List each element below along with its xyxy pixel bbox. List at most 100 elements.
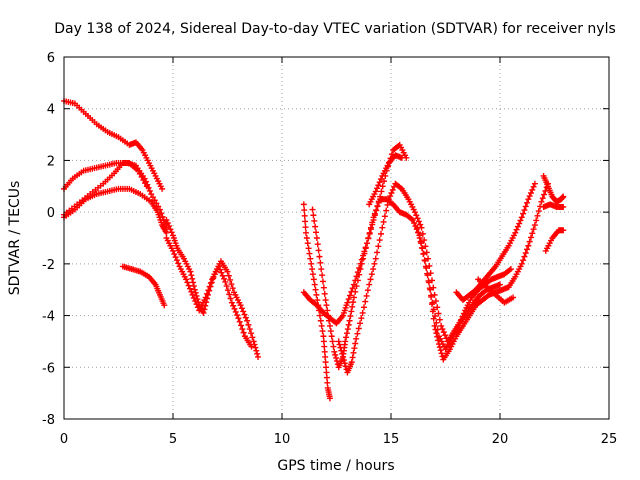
x-tick-label: 15 <box>383 432 400 447</box>
data-point <box>253 347 260 354</box>
data-point <box>497 281 503 288</box>
data-point <box>413 212 420 219</box>
data-point <box>143 183 150 190</box>
data-point <box>140 177 147 184</box>
data-point <box>362 298 369 305</box>
data-point <box>428 277 435 284</box>
data-point <box>418 240 425 247</box>
data-point <box>345 296 352 303</box>
data-point <box>321 348 328 355</box>
data-point <box>324 379 331 386</box>
data-point <box>367 224 374 231</box>
data-point <box>414 215 421 222</box>
data-point <box>363 292 370 299</box>
data-point <box>340 353 347 360</box>
data-point <box>324 307 331 314</box>
data-point <box>311 217 318 224</box>
data-point <box>193 301 200 308</box>
data-point <box>349 303 356 310</box>
data-point <box>313 235 320 241</box>
y-tick-label: -8 <box>42 413 55 428</box>
data-point <box>237 302 244 309</box>
data-point <box>345 321 352 328</box>
data-point <box>434 333 441 340</box>
data-point <box>230 302 237 309</box>
data-point <box>368 271 375 278</box>
data-point <box>316 312 323 319</box>
data-point <box>331 348 338 355</box>
data-point <box>389 186 396 193</box>
data-point <box>315 247 322 254</box>
data-point <box>428 301 435 308</box>
data-point <box>191 286 198 293</box>
data-point <box>525 196 532 203</box>
data-point <box>207 279 214 286</box>
data-point <box>388 190 395 197</box>
data-point <box>323 364 330 371</box>
data-point <box>170 247 176 254</box>
data-point <box>246 326 253 333</box>
data-point <box>527 190 534 197</box>
y-tick-label: -4 <box>42 310 55 325</box>
data-point <box>321 290 328 297</box>
data-point <box>384 201 391 208</box>
data-point <box>310 276 317 283</box>
data-point <box>364 240 371 247</box>
data-point <box>507 266 514 273</box>
data-point <box>361 250 368 257</box>
data-point <box>344 326 351 333</box>
data-point <box>316 253 323 260</box>
data-point <box>238 305 245 312</box>
data-point <box>311 281 318 288</box>
data-point <box>320 284 327 291</box>
data-point <box>328 333 335 340</box>
data-point <box>516 220 523 227</box>
data-point <box>330 343 337 350</box>
data-point <box>379 183 386 190</box>
data-point <box>349 354 356 361</box>
data-point <box>314 241 321 248</box>
data-point <box>245 321 252 328</box>
x-tick-label: 5 <box>169 432 177 447</box>
y-tick-label: 2 <box>47 154 55 169</box>
y-tick-label: -6 <box>42 361 55 376</box>
data-point <box>539 195 546 202</box>
data-point <box>146 187 153 194</box>
data-point <box>526 238 533 245</box>
data-point <box>353 283 360 290</box>
data-point <box>228 281 235 288</box>
data-point <box>429 308 436 315</box>
data-point <box>224 287 231 294</box>
data-point <box>438 322 445 329</box>
data-point <box>244 317 251 324</box>
data-point <box>167 226 174 233</box>
data-point <box>411 220 418 227</box>
data-point <box>188 272 195 279</box>
data-point <box>433 330 440 337</box>
data-point <box>240 308 247 315</box>
data-point <box>560 227 567 234</box>
data-point <box>321 343 328 350</box>
data-point <box>433 319 440 326</box>
data-point <box>534 212 541 219</box>
data-point <box>173 257 180 264</box>
data-point <box>521 253 528 260</box>
data-point <box>225 272 232 279</box>
data-point <box>314 297 321 304</box>
data-point <box>326 322 333 329</box>
data-point <box>510 294 517 301</box>
data-point <box>192 289 199 296</box>
data-point <box>560 193 567 200</box>
data-point <box>430 315 437 322</box>
data-point <box>185 282 192 289</box>
data-point <box>366 229 373 236</box>
data-point <box>189 291 196 298</box>
data-point <box>239 326 246 333</box>
data-point <box>439 326 446 333</box>
data-point <box>374 203 381 210</box>
data-point <box>221 275 228 282</box>
axis-ticks: 0 5 10 15 20 25 -8 -6 -4 -2 0 2 4 6 <box>42 51 617 447</box>
x-tick-label: 0 <box>60 432 68 447</box>
data-point <box>309 266 316 273</box>
